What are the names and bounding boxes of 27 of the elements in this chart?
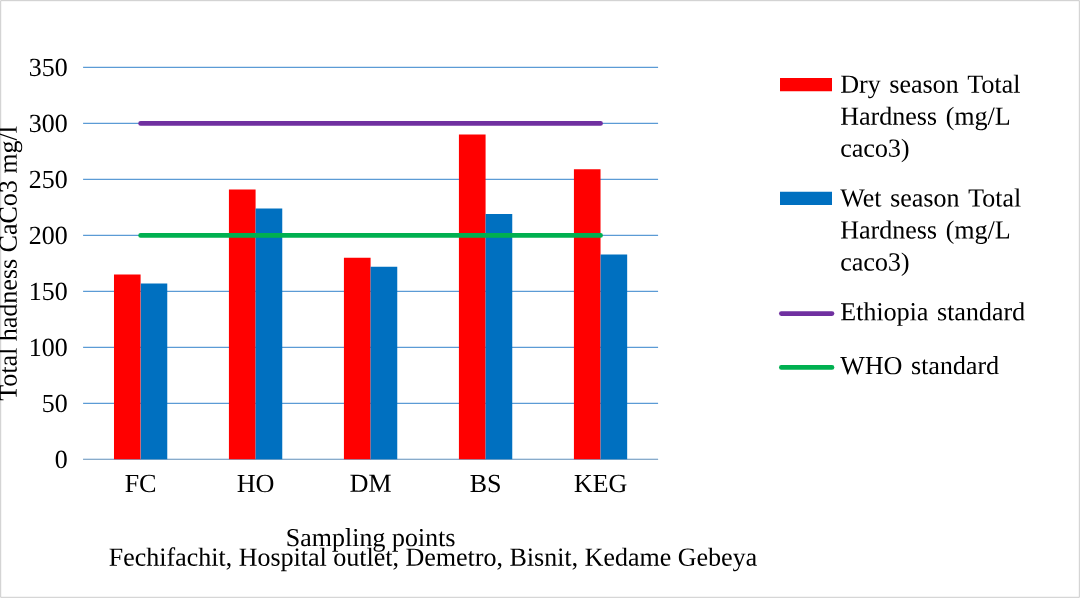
x-tick-label: KEG [574, 474, 627, 493]
bar [485, 214, 513, 460]
bar [370, 266, 398, 460]
bar [600, 254, 628, 460]
bar [343, 257, 371, 460]
bar [140, 283, 168, 460]
y-tick-label: 0 [55, 450, 67, 469]
bar [458, 134, 486, 460]
y-tick-label: 300 [29, 114, 67, 133]
y-tick-label: 350 [29, 58, 67, 77]
bar [255, 208, 283, 460]
x-tick-label: FC [125, 474, 156, 493]
bar [113, 274, 141, 460]
y-tick-label: 50 [43, 394, 67, 413]
legend-label: Wet season Total Hardness (mg/L caco3) [840, 188, 1021, 276]
x-tick-label: HO [237, 474, 274, 493]
legend-label: Ethiopia standard [841, 302, 1025, 326]
y-tick-label: 200 [29, 226, 67, 245]
y-tick-label: 250 [29, 170, 67, 189]
x-tick-label: BS [470, 474, 500, 493]
bar [573, 169, 601, 460]
x-tick-label: DM [350, 474, 391, 492]
bar [228, 189, 256, 460]
legend-label: WHO standard [840, 356, 999, 375]
legend-label: Dry season Total Hardness (mg/L caco3) [841, 74, 1020, 163]
y-tick-label: 100 [31, 338, 67, 357]
y-tick-label: 150 [31, 282, 67, 301]
